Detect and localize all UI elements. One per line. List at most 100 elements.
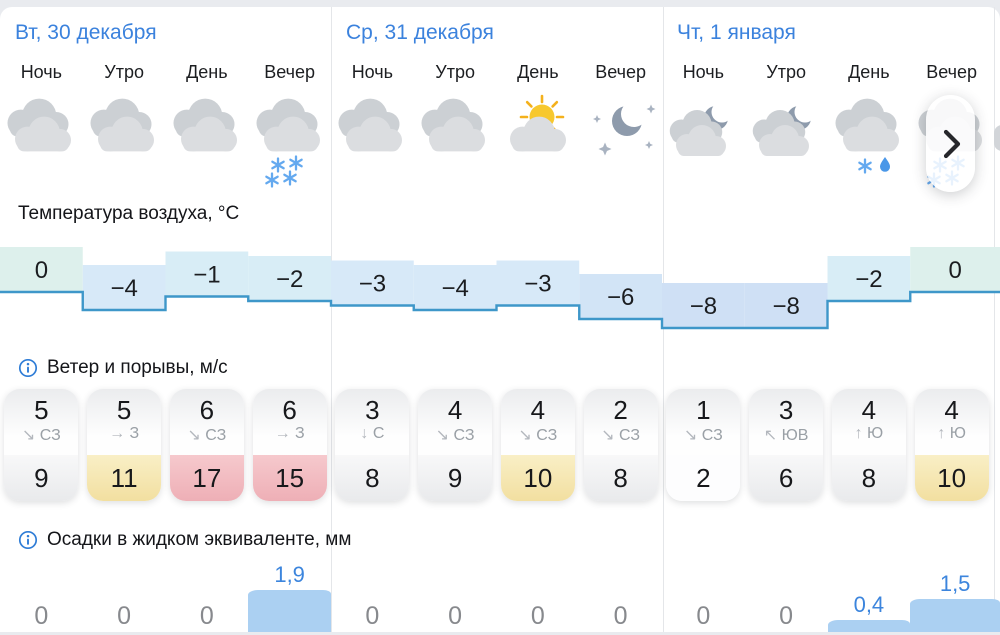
precip-cell: 0 bbox=[166, 554, 249, 632]
wind-direction: ↑ Ю bbox=[854, 425, 884, 442]
wind-speed-value: 5 bbox=[34, 395, 49, 425]
wind-arrow-icon: ↘ bbox=[435, 427, 450, 444]
wind-speed-block: 6 ↘ СЗ bbox=[169, 389, 244, 455]
wind-card: 4 ↑ Ю 8 bbox=[831, 389, 906, 501]
period-label: Вечер bbox=[264, 62, 316, 82]
precip-cell: 0,4 bbox=[827, 554, 911, 632]
wind-gust-value: 8 bbox=[583, 455, 658, 501]
wind-gust-value: 9 bbox=[4, 455, 79, 501]
period-label: День bbox=[186, 62, 228, 82]
wind-arrow-icon: ↓ bbox=[360, 425, 369, 442]
wind-gust-value: 15 bbox=[252, 455, 327, 501]
cloudy-icon bbox=[332, 93, 412, 193]
wind-arrow-icon: ↘ bbox=[21, 427, 36, 444]
precip-value: 0 bbox=[696, 602, 711, 630]
wind-arrow-icon: ↑ bbox=[937, 425, 946, 442]
wind-cell: 3 ↖ ЮВ 6 bbox=[745, 389, 828, 503]
wind-gust-value: 17 bbox=[169, 455, 244, 501]
precip-value: 0 bbox=[779, 602, 794, 630]
svg-text:−4: −4 bbox=[441, 275, 468, 302]
precip-value: 1,9 bbox=[274, 562, 305, 587]
temperature-chart: 0 −4 −1 −2 −3 −4 −3 −6 −8 −8 −2 0 bbox=[0, 247, 1000, 330]
wind-direction: → З bbox=[274, 425, 305, 442]
period-label: Ночь bbox=[682, 62, 725, 82]
period-label: Ночь bbox=[351, 62, 394, 82]
wind-card: 6 ↘ СЗ 17 bbox=[169, 389, 244, 501]
wind-direction: ↘ СЗ bbox=[21, 427, 61, 444]
cloud-snow-rain-icon bbox=[829, 93, 909, 193]
wind-cell: 2 ↘ СЗ 8 bbox=[579, 389, 662, 503]
wind-direction: → З bbox=[109, 425, 140, 442]
precip-cell: 0 bbox=[745, 554, 828, 632]
wind-speed-block: 4 ↘ СЗ bbox=[418, 389, 493, 455]
periods-row: Ночь Утро День Вечер Ночь Утро День Вечер Ночь Ут… bbox=[0, 62, 993, 83]
wind-speed-block: 4 ↑ Ю bbox=[914, 389, 989, 455]
wind-gust-value: 9 bbox=[418, 455, 493, 501]
wind-card: 5 → З 11 bbox=[87, 389, 162, 501]
precip-bar bbox=[910, 599, 1000, 632]
wind-speed-block: 3 ↖ ЮВ bbox=[749, 389, 824, 455]
wind-direction: ↖ ЮВ bbox=[763, 427, 809, 444]
info-icon[interactable] bbox=[18, 358, 38, 378]
precip-cell: 0 bbox=[497, 554, 580, 632]
wind-gust-value: 8 bbox=[335, 455, 410, 501]
precip-row: 0 0 0 1,9 0 0 0 0 0 0 0,4 1,5 bbox=[0, 554, 1000, 632]
wind-card: 1 ↘ СЗ 2 bbox=[666, 389, 741, 501]
sun-cloud-icon bbox=[498, 93, 578, 193]
period-label: Утро bbox=[766, 62, 806, 82]
day-header[interactable]: Ср, 31 декабря bbox=[346, 21, 494, 44]
precip-cell: 0 bbox=[414, 554, 497, 632]
day-header[interactable]: Вт, 30 декабря bbox=[15, 21, 157, 44]
wind-card: 6 → З 15 bbox=[252, 389, 327, 501]
weather-icons-row bbox=[0, 93, 993, 203]
wind-speed-block: 5 ↘ СЗ bbox=[4, 389, 79, 455]
wind-arrow-icon: ↘ bbox=[601, 427, 615, 444]
svg-text:−8: −8 bbox=[690, 293, 717, 320]
wind-arrow-icon: ↘ bbox=[187, 427, 201, 444]
svg-text:−8: −8 bbox=[772, 293, 799, 320]
wind-speed-value: 2 bbox=[613, 395, 628, 425]
svg-text:−6: −6 bbox=[607, 284, 634, 311]
temperature-section-title: Температура воздуха, °C bbox=[18, 203, 240, 224]
period-label: Ночь bbox=[20, 62, 63, 82]
wind-speed-value: 5 bbox=[116, 395, 132, 425]
moon-stars-icon bbox=[581, 93, 661, 193]
wind-direction: ↘ СЗ bbox=[435, 427, 475, 444]
precip-cell: 0 bbox=[83, 554, 166, 632]
period-label: Вечер bbox=[595, 62, 647, 82]
precip-value: 0 bbox=[530, 602, 545, 630]
precip-cell: 0 bbox=[662, 554, 745, 632]
wind-speed-value: 4 bbox=[861, 395, 877, 425]
precip-cell: 1,5 bbox=[910, 554, 1000, 632]
cloudy-snow-icon bbox=[250, 93, 330, 193]
next-day-cloud-fragment bbox=[994, 125, 1000, 151]
precip-cell: 0 bbox=[0, 554, 83, 632]
wind-gust-value: 2 bbox=[666, 455, 741, 501]
cloud-moon-icon bbox=[746, 93, 826, 193]
wind-speed-value: 3 bbox=[365, 395, 380, 425]
next-days-button[interactable] bbox=[926, 95, 975, 192]
wind-gust-value: 8 bbox=[831, 455, 906, 501]
period-label: Утро bbox=[435, 62, 475, 82]
wind-section-title: Ветер и порывы, м/с bbox=[47, 357, 228, 378]
precip-cell: 1,9 bbox=[248, 554, 331, 632]
wind-speed-block: 2 ↘ СЗ bbox=[583, 389, 658, 455]
day-header[interactable]: Чт, 1 января bbox=[677, 21, 796, 44]
wind-cards-row: 5 ↘ СЗ 9 5 → З 11 6 ↘ СЗ 17 bbox=[0, 389, 993, 503]
precip-bar bbox=[248, 590, 331, 632]
wind-direction: ↑ Ю bbox=[937, 425, 966, 442]
wind-cell: 3 ↓ С 8 bbox=[331, 389, 414, 503]
wind-cell: 4 ↑ Ю 8 bbox=[828, 389, 911, 503]
wind-speed-block: 3 ↓ С bbox=[335, 389, 410, 455]
svg-text:−2: −2 bbox=[276, 266, 303, 293]
svg-text:−3: −3 bbox=[524, 271, 551, 298]
precip-value: 0 bbox=[365, 602, 380, 630]
info-icon[interactable] bbox=[18, 530, 38, 550]
svg-text:−1: −1 bbox=[193, 262, 220, 289]
wind-cell: 5 → З 11 bbox=[83, 389, 166, 503]
cloud-moon-icon bbox=[663, 93, 743, 193]
wind-cell: 4 ↘ СЗ 9 bbox=[414, 389, 497, 503]
wind-direction: ↘ СЗ bbox=[187, 427, 227, 444]
period-label: Вечер bbox=[926, 62, 978, 82]
precip-section-label: Осадки в жидком эквиваленте, мм bbox=[18, 529, 351, 551]
